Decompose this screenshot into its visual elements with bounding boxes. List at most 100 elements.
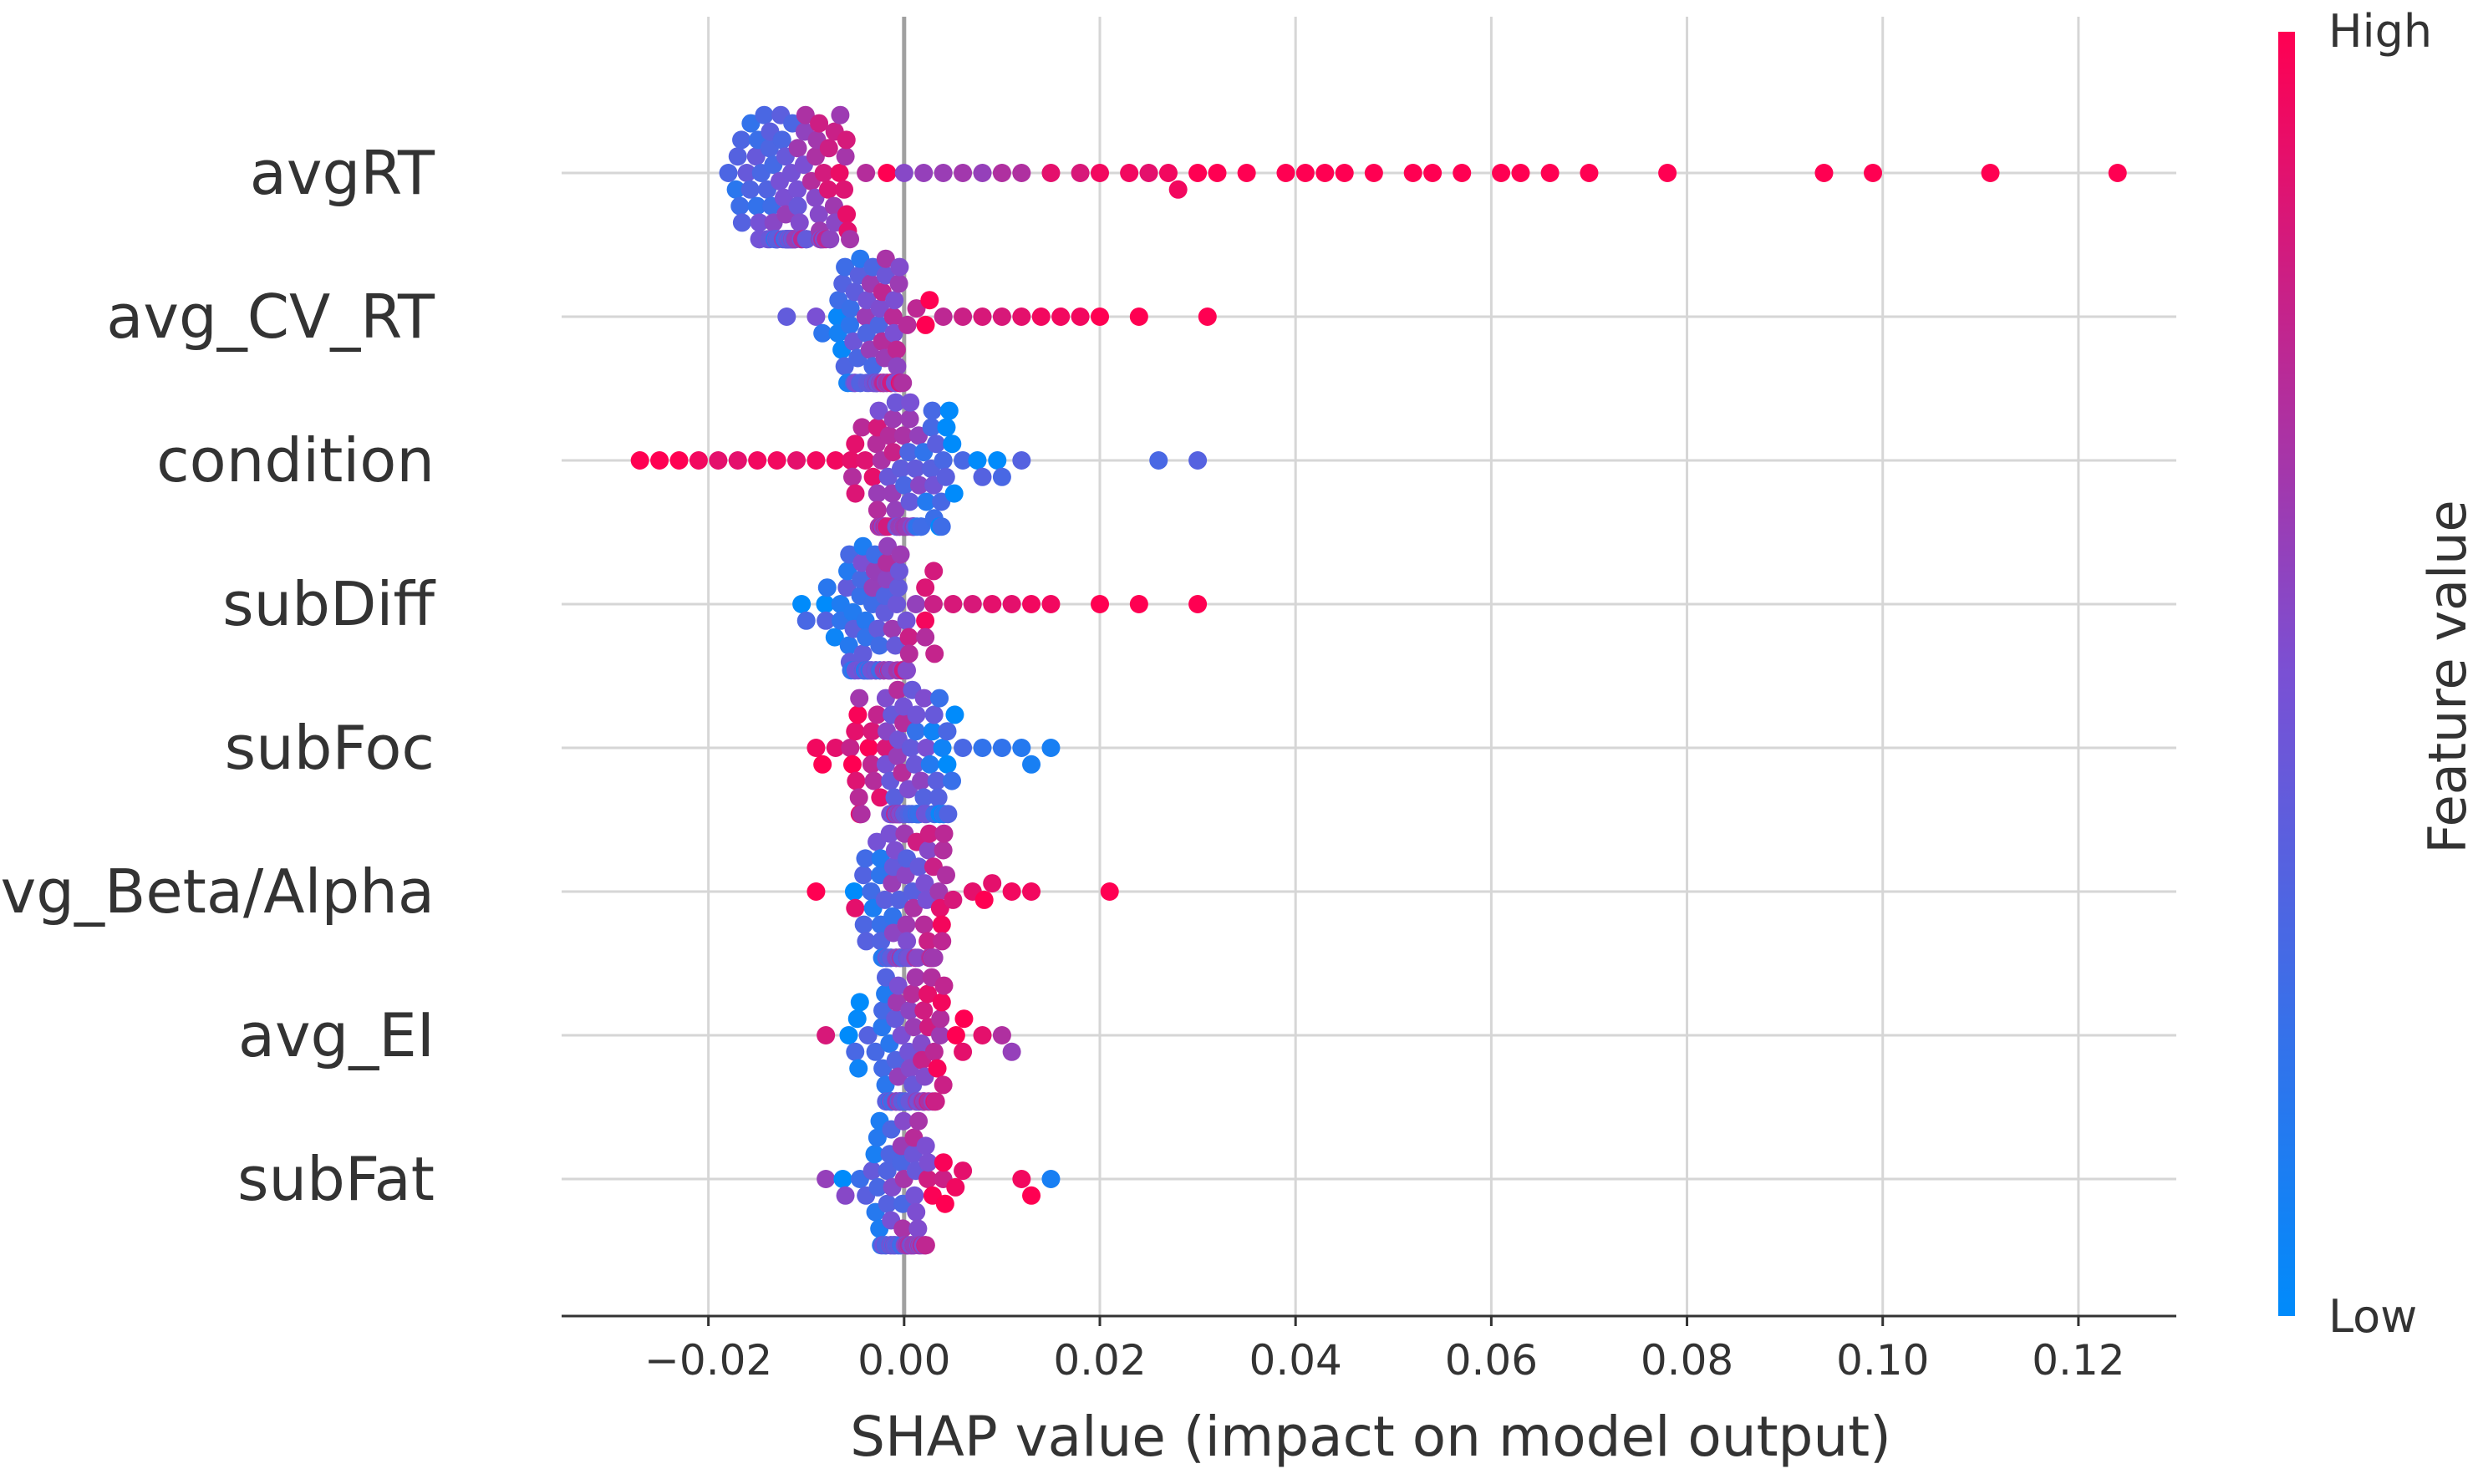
- feature-label: avg_EI: [238, 1000, 435, 1070]
- shap-point: [916, 1136, 935, 1156]
- shap-point: [937, 418, 956, 437]
- shap-point: [973, 1026, 992, 1044]
- shap-point: [939, 805, 958, 824]
- shap-point: [837, 205, 857, 224]
- shap-point: [992, 164, 1011, 182]
- shap-point: [857, 164, 876, 182]
- shap-point: [1041, 595, 1061, 613]
- shap-point: [1129, 595, 1148, 613]
- x-tick-label: 0.12: [2032, 1336, 2124, 1385]
- shap-point: [910, 475, 929, 495]
- shap-point: [893, 374, 913, 393]
- shap-point: [936, 467, 955, 486]
- shap-point: [898, 932, 917, 951]
- shap-point: [836, 1186, 855, 1205]
- x-tick-label: 0.06: [1445, 1336, 1538, 1385]
- shap-point: [1188, 595, 1208, 613]
- colorbar-high-label: High: [2328, 5, 2432, 58]
- shap-point: [918, 932, 938, 951]
- shap-point: [873, 1059, 893, 1078]
- shap-point: [1129, 307, 1148, 326]
- shap-point: [842, 467, 862, 486]
- shap-point: [852, 805, 871, 824]
- shap-point: [893, 426, 913, 445]
- shap-point: [924, 705, 944, 724]
- shap-point: [1139, 164, 1158, 182]
- shap-point: [847, 1009, 867, 1029]
- shap-point: [1012, 164, 1031, 182]
- shap-point: [926, 1092, 945, 1111]
- shap-point: [846, 722, 865, 741]
- shap-point: [846, 484, 865, 503]
- shap-point: [896, 866, 915, 885]
- shap-point: [1022, 755, 1041, 774]
- shap-point: [728, 147, 747, 166]
- shap-point: [954, 1042, 973, 1061]
- row-guides: [562, 171, 2176, 1181]
- shap-point: [732, 130, 751, 150]
- shap-point: [954, 307, 973, 326]
- shap-point: [938, 722, 957, 741]
- shap-point: [916, 611, 935, 630]
- shap-point: [887, 340, 906, 359]
- shap-point: [906, 968, 925, 987]
- shap-point: [1012, 307, 1031, 326]
- shap-point: [1453, 164, 1472, 182]
- shap-point: [868, 484, 887, 503]
- shap-point: [907, 1202, 926, 1222]
- shap-point: [869, 315, 888, 334]
- shap-point: [900, 409, 919, 429]
- x-tick-label: 0.08: [1641, 1336, 1733, 1385]
- shap-point: [883, 307, 903, 326]
- shap-point: [899, 443, 918, 462]
- shap-point: [689, 451, 708, 470]
- shap-point: [900, 1001, 919, 1020]
- shap-point: [849, 788, 868, 807]
- shap-point: [943, 771, 962, 790]
- shap-point: [838, 562, 857, 581]
- shap-point: [934, 976, 954, 995]
- shap-point: [852, 418, 872, 437]
- shap-point: [936, 866, 955, 885]
- shap-point: [1012, 1170, 1031, 1188]
- shap-point: [1091, 595, 1109, 613]
- shap-point: [853, 644, 873, 663]
- shap-point: [890, 257, 909, 277]
- shap-point: [931, 1026, 950, 1044]
- shap-point: [899, 644, 918, 663]
- shap-point: [821, 230, 840, 249]
- feature-label: subFoc: [225, 713, 435, 783]
- shap-point: [630, 451, 649, 470]
- shap-point: [747, 196, 766, 216]
- shap-point: [929, 788, 948, 807]
- shap-point: [890, 890, 909, 909]
- colorbar-gradient: [2278, 32, 2295, 1316]
- shap-point: [915, 874, 934, 893]
- shap-point: [844, 332, 863, 351]
- shap-point: [906, 722, 925, 741]
- shap-point: [954, 164, 973, 182]
- shap-point: [806, 739, 826, 757]
- x-tick-label: 0.04: [1249, 1336, 1342, 1385]
- shap-point: [878, 1161, 897, 1181]
- beeswarm-points: [630, 105, 2127, 1255]
- shap-point: [1403, 164, 1422, 182]
- shap-point: [862, 722, 882, 741]
- shap-point: [945, 705, 964, 724]
- shap-point: [818, 180, 837, 199]
- shap-point: [1071, 307, 1090, 326]
- shap-point: [883, 409, 903, 429]
- shap-point: [974, 890, 994, 909]
- shap-point: [920, 755, 939, 774]
- shap-point: [943, 435, 962, 454]
- shap-point: [918, 841, 938, 860]
- shap-point: [2108, 164, 2127, 182]
- shap-point: [883, 443, 903, 462]
- shap-point: [954, 451, 973, 470]
- shap-point: [846, 898, 865, 917]
- shap-point: [914, 689, 934, 708]
- shap-point: [905, 755, 924, 774]
- shap-point: [814, 164, 833, 182]
- shap-point: [930, 689, 949, 708]
- shap-point: [870, 636, 889, 655]
